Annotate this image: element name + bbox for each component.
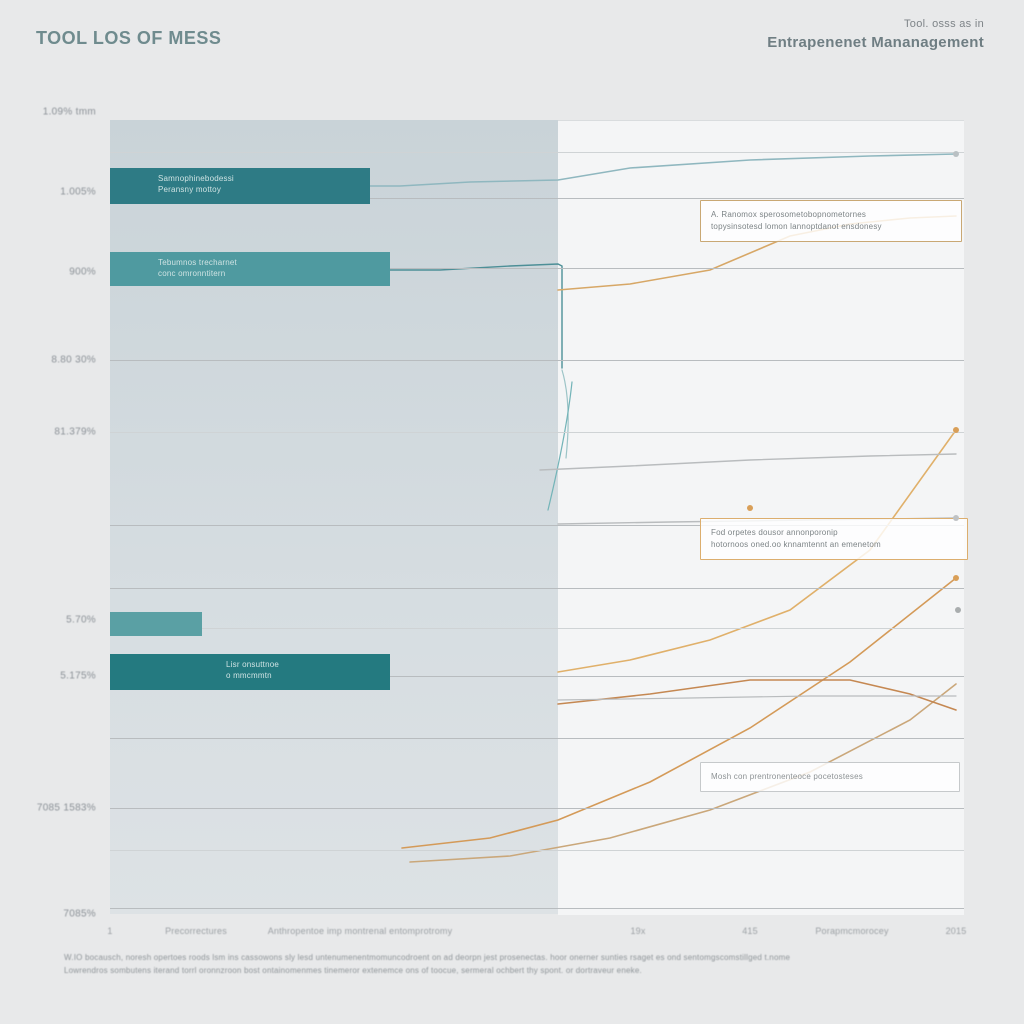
category-bar bbox=[110, 252, 390, 286]
x-axis-tick-label: Precorrectures bbox=[165, 926, 227, 936]
y-axis-tick-label: 1.09% tmm bbox=[43, 107, 96, 118]
title-right-main-text: Entrapenenet Mananagement bbox=[767, 34, 984, 51]
x-axis-tick-label: Anthropentoe imp montrenal entomprotromy bbox=[268, 926, 453, 936]
y-axis-tick-label: 900% bbox=[69, 267, 96, 278]
data-point-marker bbox=[953, 575, 959, 581]
annotation-callout: A. Ranomox sperosometobopnometornestopys… bbox=[700, 200, 962, 242]
gridline bbox=[110, 588, 964, 589]
data-point-marker bbox=[953, 515, 959, 521]
line-series bbox=[558, 680, 956, 710]
annotation-callout: Fod orpetes dousor annonporoniphotornoos… bbox=[700, 518, 968, 560]
chart-title-right: Entrapenenet Mananagement bbox=[767, 34, 984, 51]
y-axis-tick-label: 8.80 30% bbox=[51, 355, 96, 366]
gridline bbox=[110, 628, 964, 629]
category-bar-label: Tebumnos trecharnetconc omronntitern bbox=[158, 258, 237, 280]
line-series bbox=[540, 454, 956, 470]
x-axis-tick-label: 19x bbox=[630, 926, 645, 936]
gridline bbox=[110, 808, 964, 809]
gridline bbox=[110, 850, 964, 851]
chart-subtitle-right: Tool. osss as in bbox=[904, 18, 984, 30]
y-axis-tick-label: 1.005% bbox=[60, 187, 96, 198]
data-point-marker bbox=[953, 427, 959, 433]
y-axis-tick-label: 7085 1583% bbox=[37, 803, 96, 814]
x-axis-tick-label: Porapmcmorocey bbox=[815, 926, 888, 936]
x-axis-tick-label: 415 bbox=[742, 926, 758, 936]
footnote-line-2: Lowrendros sombutens iterand torrl oronn… bbox=[64, 965, 964, 978]
y-axis-tick-label: 7085% bbox=[63, 909, 96, 920]
line-series bbox=[370, 154, 956, 186]
gridline bbox=[110, 738, 964, 739]
chart-footnote: W.IO bocausch, noresh opertoes roods lsm… bbox=[64, 952, 964, 978]
title-left-text: TOOL LOS OF MESS bbox=[36, 28, 221, 48]
line-series bbox=[390, 264, 562, 368]
y-axis-tick-label: 5.70% bbox=[66, 615, 96, 626]
chart-title-left: TOOL LOS OF MESS bbox=[36, 28, 221, 49]
y-axis-tick-label: 5.175% bbox=[60, 671, 96, 682]
plot-area: 1.09% tmm1.005%900%8.80 30%81.379%5.70%5… bbox=[110, 120, 964, 914]
y-axis-tick-label: 81.379% bbox=[54, 427, 96, 438]
line-series bbox=[548, 382, 572, 510]
gridline bbox=[110, 360, 964, 361]
footnote-line-1: W.IO bocausch, noresh opertoes roods lsm… bbox=[64, 952, 964, 965]
category-bar-label: SamnophinebodessiPeransny mottoy bbox=[158, 174, 234, 196]
title-right-top-text: Tool. osss as in bbox=[904, 18, 984, 30]
category-bar-label: Lisr onsuttnoeo mmcmmtn bbox=[226, 660, 279, 682]
annotation-callout: Mosh con prentronenteoce pocetosteses bbox=[700, 762, 960, 792]
gridline bbox=[110, 152, 964, 153]
x-axis-tick-label: 1 bbox=[107, 926, 112, 936]
gridline bbox=[110, 908, 964, 909]
data-point-marker bbox=[953, 151, 959, 157]
gridline bbox=[110, 432, 964, 433]
data-point-marker bbox=[747, 505, 753, 511]
x-axis-tick-label: 2015 bbox=[946, 926, 967, 936]
category-bar bbox=[110, 612, 202, 636]
data-point-marker bbox=[955, 607, 961, 613]
category-bar bbox=[110, 168, 370, 204]
